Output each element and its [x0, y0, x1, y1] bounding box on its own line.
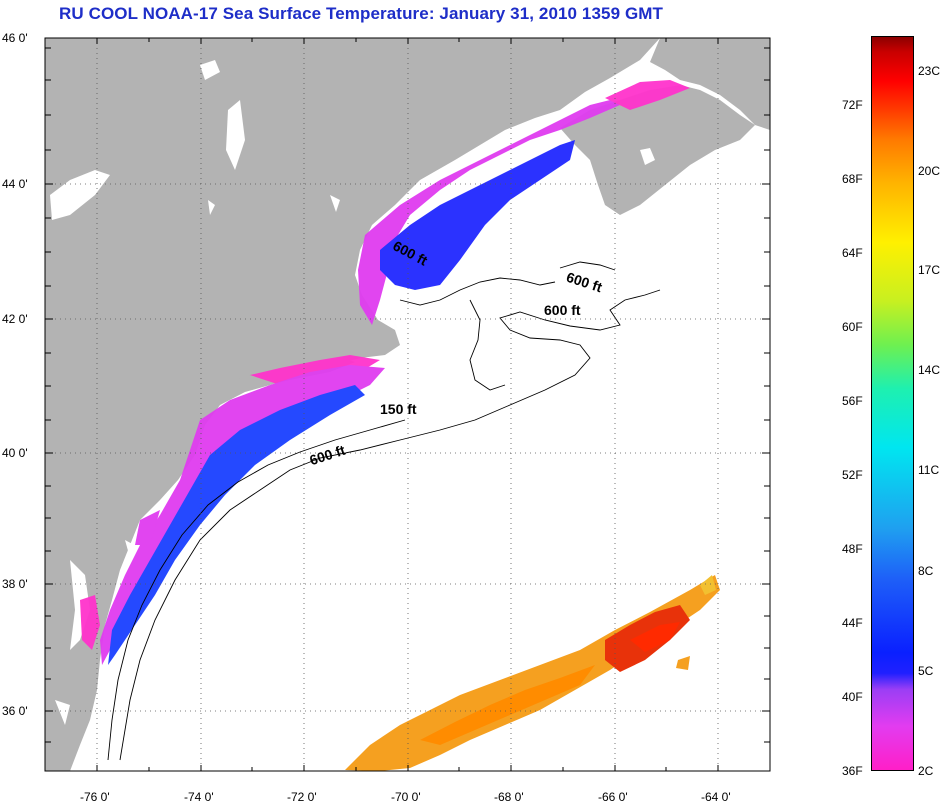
lakes — [50, 60, 655, 220]
colorbar-label-44f: 44F — [842, 616, 863, 630]
maritimes-land — [650, 38, 770, 130]
colorbar-label-60f: 60F — [842, 320, 863, 334]
colorbar-label-72f: 72F — [842, 98, 863, 112]
lon-label-68: -68 0' — [494, 790, 524, 804]
depth-label-150ft: 150 ft — [380, 401, 417, 417]
bays — [55, 540, 140, 725]
colorbar-label-5c: 5C — [918, 664, 934, 678]
colorbar-label-14c: 14C — [918, 363, 941, 377]
lat-label-44: 44 0' — [2, 177, 28, 191]
lon-label-74: -74 0' — [184, 790, 214, 804]
depth-contours — [107, 261, 661, 761]
colorbar-label-8c: 8C — [918, 564, 934, 578]
lat-label-42: 42 0' — [2, 312, 28, 326]
lon-label-70: -70 0' — [391, 790, 421, 804]
lon-label-72: -72 0' — [287, 790, 317, 804]
lon-label-64: -64 0' — [701, 790, 731, 804]
cold-sst-band — [80, 80, 690, 665]
colorbar-label-36f: 36F — [842, 764, 863, 778]
lon-label-76: -76 0' — [80, 790, 110, 804]
colorbar-label-17c: 17C — [918, 263, 941, 277]
colorbar-label-48f: 48F — [842, 542, 863, 556]
colorbar-label-2c: 2C — [918, 764, 934, 778]
lat-lon-grid — [45, 38, 770, 771]
colorbar-label-11c: 11C — [918, 463, 940, 477]
depth-label-600ft-georges-bank: 600 ft — [544, 302, 581, 318]
us-landmass — [45, 38, 660, 771]
temperature-colorbar: 72F 68F 64F 60F 56F 52F 48F 44F 40F 36F … — [842, 36, 943, 778]
colorbar-gradient — [871, 36, 914, 771]
warm-sst-patches — [345, 575, 720, 771]
colorbar-label-68f: 68F — [842, 172, 863, 186]
colorbar-label-52f: 52F — [842, 468, 863, 482]
lat-label-36: 36 0' — [2, 704, 28, 718]
colorbar-label-40f: 40F — [842, 690, 863, 704]
colorbar-label-56f: 56F — [842, 394, 863, 408]
nova-scotia — [560, 85, 755, 215]
colorbar-label-64f: 64F — [842, 246, 863, 260]
lat-label-40: 40 0' — [2, 446, 28, 460]
colorbar-label-20c: 20C — [918, 164, 941, 178]
colorbar-label-23c: 23C — [918, 64, 941, 78]
lon-label-66: -66 0' — [598, 790, 628, 804]
map-ticks — [45, 38, 770, 771]
map-title: RU COOL NOAA-17 Sea Surface Temperature:… — [59, 4, 664, 23]
lat-label-46: 46 0' — [2, 31, 28, 45]
lat-label-38: 38 0' — [2, 577, 28, 591]
